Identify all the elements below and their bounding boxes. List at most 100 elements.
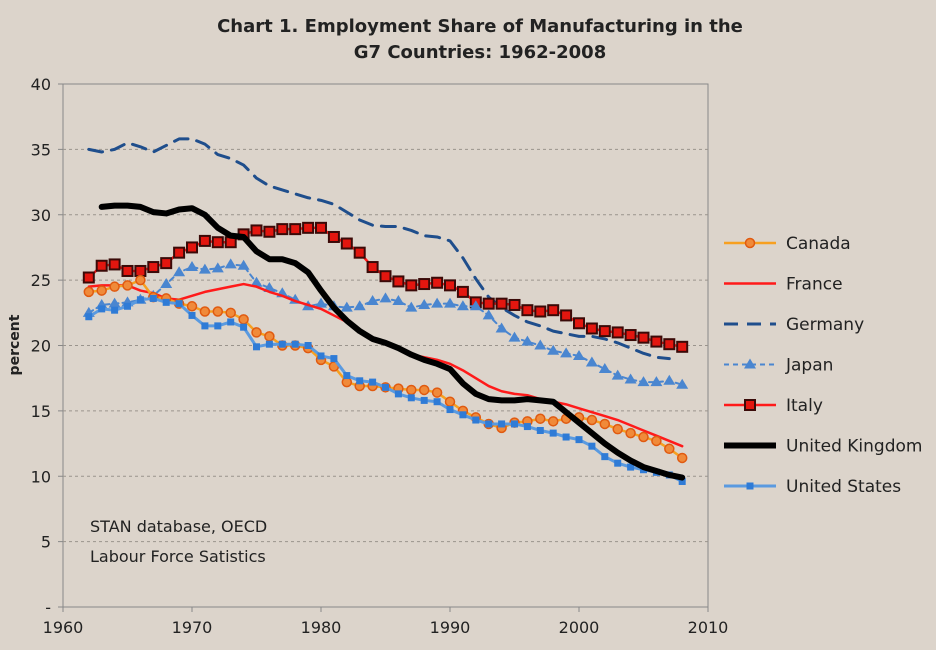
united-states-point <box>575 436 583 444</box>
y-tick-label: - <box>45 598 51 617</box>
legend-item-germany: Germany <box>724 315 864 335</box>
japan-point <box>637 376 650 387</box>
japan-point <box>353 300 366 311</box>
italy-point <box>276 223 289 236</box>
italy-point <box>431 276 444 289</box>
canada-point <box>199 306 211 317</box>
italy-point <box>186 241 198 254</box>
canada-point <box>83 286 95 298</box>
japan-point <box>560 347 573 358</box>
legend-label: United Kingdom <box>786 437 922 457</box>
italy-point <box>82 271 95 284</box>
italy-point <box>366 261 379 274</box>
series-italy <box>82 221 689 353</box>
united-states-point <box>614 459 622 467</box>
united-states-point <box>549 429 557 437</box>
legend-item-united-kingdom: United Kingdom <box>724 437 922 457</box>
legend: Canada France Germany Japan Italy United King… <box>724 234 922 497</box>
italy-point <box>624 329 637 342</box>
chart-title-line2: G7 Countries: 1962-2008 <box>354 42 606 63</box>
united-states-point <box>317 352 325 360</box>
italy-point <box>160 257 173 270</box>
italy-point <box>456 285 469 298</box>
japan-point <box>547 344 560 355</box>
japan-point <box>482 309 495 320</box>
italy-point <box>560 309 573 322</box>
legend-marker <box>744 399 756 411</box>
chart-title-line1: Chart 1. Employment Share of Manufacturi… <box>217 16 743 37</box>
united-states-point <box>214 322 222 330</box>
japan-point <box>573 349 585 360</box>
united-states-point <box>678 477 686 485</box>
legend-item-canada: Canada <box>724 234 851 254</box>
italy-point <box>327 230 340 243</box>
united-states-point <box>111 306 119 314</box>
united-states-point <box>523 423 531 431</box>
japan-point <box>611 369 624 380</box>
italy-point <box>173 246 186 259</box>
italy-point <box>418 278 431 291</box>
united-states-point <box>175 300 183 308</box>
legend-label: Japan <box>785 356 833 376</box>
y-tick-label: 30 <box>31 206 51 225</box>
legend-marker <box>744 358 756 369</box>
italy-point <box>340 237 353 250</box>
y-tick-label: 15 <box>31 402 51 421</box>
japan-point <box>108 297 121 308</box>
canada-point <box>625 427 636 439</box>
italy-point <box>392 275 405 288</box>
japan-point <box>598 363 611 374</box>
y-tick-label: 20 <box>31 337 51 356</box>
japan-point <box>173 266 186 277</box>
united-states-point <box>498 420 506 428</box>
italy-point <box>405 279 418 292</box>
japan-point <box>456 300 469 311</box>
japan-point <box>379 292 392 303</box>
legend-label: Germany <box>786 315 864 335</box>
japan-point <box>366 295 379 306</box>
united-states-point <box>627 463 635 471</box>
japan-point <box>624 373 637 384</box>
united-states-point <box>227 318 235 326</box>
japan-point <box>418 298 431 309</box>
x-tick-label: 1970 <box>172 618 213 637</box>
japan-point <box>315 297 327 308</box>
japan-point <box>237 259 250 270</box>
legend-item-france: France <box>724 275 843 295</box>
united-states-point <box>562 433 570 441</box>
japan-point <box>508 331 521 342</box>
united-states-point <box>85 313 93 321</box>
legend-item-united-states: United States <box>724 477 901 497</box>
source-annotation-line2: Labour Force Satistics <box>90 547 266 566</box>
italy-point <box>315 221 327 234</box>
italy-point <box>676 340 689 353</box>
japan-point <box>211 262 224 273</box>
japan-point <box>250 276 263 287</box>
canada-point <box>122 280 133 291</box>
y-tick-label: 40 <box>31 75 51 94</box>
japan-point <box>495 322 508 333</box>
united-states-point <box>149 294 157 302</box>
united-states-point <box>446 406 454 414</box>
canada-point <box>535 413 546 424</box>
italy-point <box>121 264 134 277</box>
x-tick-label: 1960 <box>43 618 84 637</box>
canada-point <box>406 384 417 396</box>
canada-point <box>586 414 598 426</box>
united-states-point <box>356 377 364 385</box>
canada-point <box>664 443 675 455</box>
canada-point <box>431 387 443 398</box>
italy-point <box>134 264 147 277</box>
canada-point <box>444 396 456 407</box>
japan-point <box>676 378 689 389</box>
italy-point <box>108 258 121 271</box>
united-states-point <box>420 396 428 404</box>
italy-point <box>250 224 263 237</box>
united-states-point <box>382 383 389 391</box>
series-united-kingdom <box>98 202 686 481</box>
united-states-point <box>253 343 260 351</box>
italy-point <box>585 322 598 335</box>
japan-point <box>521 335 534 346</box>
united-states-point <box>407 394 415 402</box>
canada-point <box>264 331 275 342</box>
